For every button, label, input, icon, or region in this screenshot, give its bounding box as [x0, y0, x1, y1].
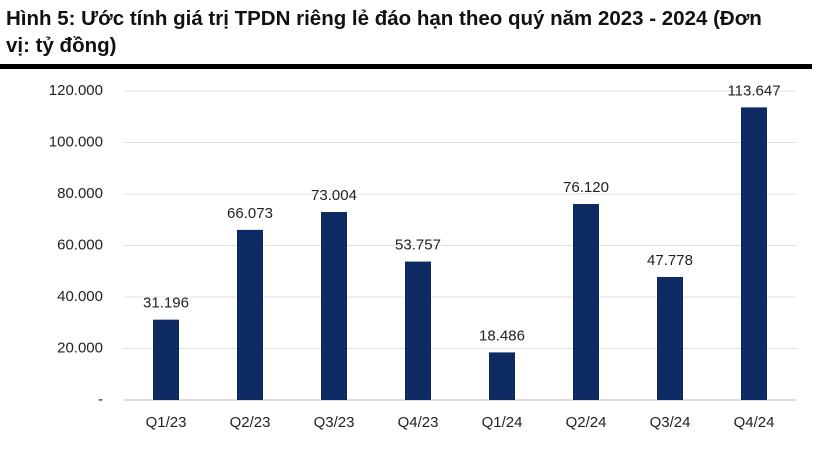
- x-tick-label: Q4/24: [734, 414, 775, 431]
- title-rule: [0, 64, 812, 69]
- data-label: 113.647: [727, 82, 780, 99]
- y-tick-label: 120.000: [49, 82, 103, 99]
- x-tick-label: Q4/23: [398, 414, 439, 431]
- bar: [741, 107, 767, 400]
- y-tick-label: 20.000: [57, 339, 103, 356]
- data-label: 18.486: [479, 327, 525, 344]
- x-tick-label: Q2/24: [566, 414, 607, 431]
- data-label: 31.196: [143, 295, 189, 312]
- data-label: 47.778: [647, 252, 693, 269]
- x-tick-label: Q3/23: [314, 414, 355, 431]
- x-tick-label: Q1/24: [482, 414, 523, 431]
- y-tick-label: 60.000: [57, 236, 103, 253]
- x-tick-label: Q1/23: [146, 414, 187, 431]
- data-label: 76.120: [563, 179, 609, 196]
- data-label: 53.757: [395, 237, 441, 254]
- chart-title: Hình 5: Ước tính giá trị TPDN riêng lẻ đ…: [6, 7, 762, 57]
- y-tick-label: -: [98, 391, 103, 408]
- y-tick-label: 80.000: [57, 185, 103, 202]
- data-label: 73.004: [311, 187, 357, 204]
- y-tick-label: 100.000: [49, 133, 103, 150]
- bar: [321, 212, 347, 400]
- bar: [489, 352, 515, 400]
- bar: [657, 276, 683, 400]
- bar: [573, 203, 599, 400]
- bar: [153, 319, 179, 400]
- data-label: 66.073: [227, 205, 273, 222]
- x-tick-label: Q3/24: [650, 414, 691, 431]
- x-tick-label: Q2/23: [230, 414, 271, 431]
- y-tick-label: 40.000: [57, 288, 103, 305]
- bar: [237, 229, 263, 400]
- bar: [405, 261, 431, 400]
